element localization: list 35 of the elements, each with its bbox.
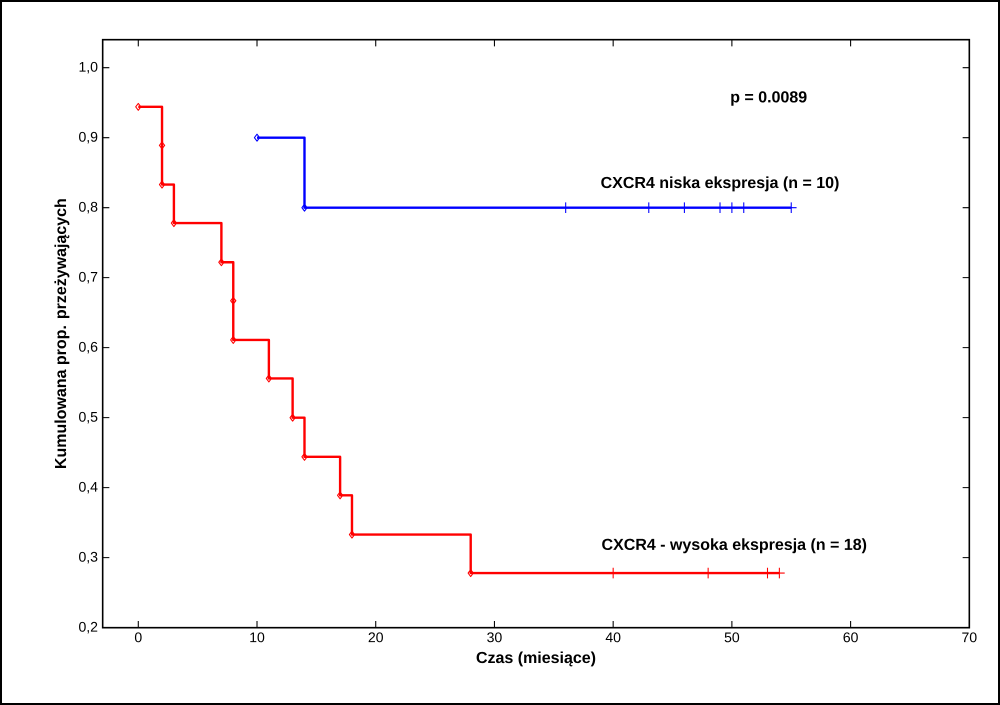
x-axis-title: Czas (miesiące) — [476, 651, 596, 666]
x-tick-label: 20 — [368, 632, 383, 642]
series-label: CXCR4 niska ekspresja (n = 10) — [601, 176, 839, 192]
point — [301, 204, 308, 212]
x-tick-label: 70 — [962, 632, 977, 642]
point — [266, 374, 272, 382]
x-tick-label: 50 — [724, 632, 740, 642]
point — [158, 180, 166, 189]
y-tick-label: 0,7 — [79, 272, 98, 284]
y-tick-label: 1,0 — [80, 62, 98, 74]
y-tick-label: 0,4 — [79, 482, 98, 494]
point — [468, 569, 474, 578]
x-tick-label: 30 — [487, 632, 502, 642]
y-tick-label: 0,3 — [79, 552, 98, 564]
x-tick-label: 10 — [250, 632, 264, 642]
x-tick-label: 60 — [844, 632, 858, 642]
point — [336, 491, 344, 500]
annotation: p = 0.0089 — [731, 91, 807, 106]
y-tick-label: 0,5 — [79, 412, 98, 424]
y-tick-label: 0,6 — [79, 342, 98, 354]
x-tick-label: 0 — [134, 632, 142, 642]
x-tick-label: 40 — [606, 632, 620, 642]
y-axis-title: Kumulowana prop. przeżywających — [54, 199, 70, 468]
point — [289, 414, 296, 422]
point — [170, 219, 178, 228]
point — [135, 102, 142, 111]
point — [230, 296, 236, 305]
series-label: CXCR4 - wysoka ekspresja (n = 18) — [602, 538, 866, 554]
point — [218, 258, 225, 266]
y-tick-label: 0,8 — [79, 202, 98, 214]
point — [230, 336, 236, 344]
point — [348, 530, 356, 539]
y-tick-label: 0,2 — [79, 622, 98, 634]
y-tick-label: 0,9 — [79, 132, 98, 144]
point — [254, 134, 260, 142]
